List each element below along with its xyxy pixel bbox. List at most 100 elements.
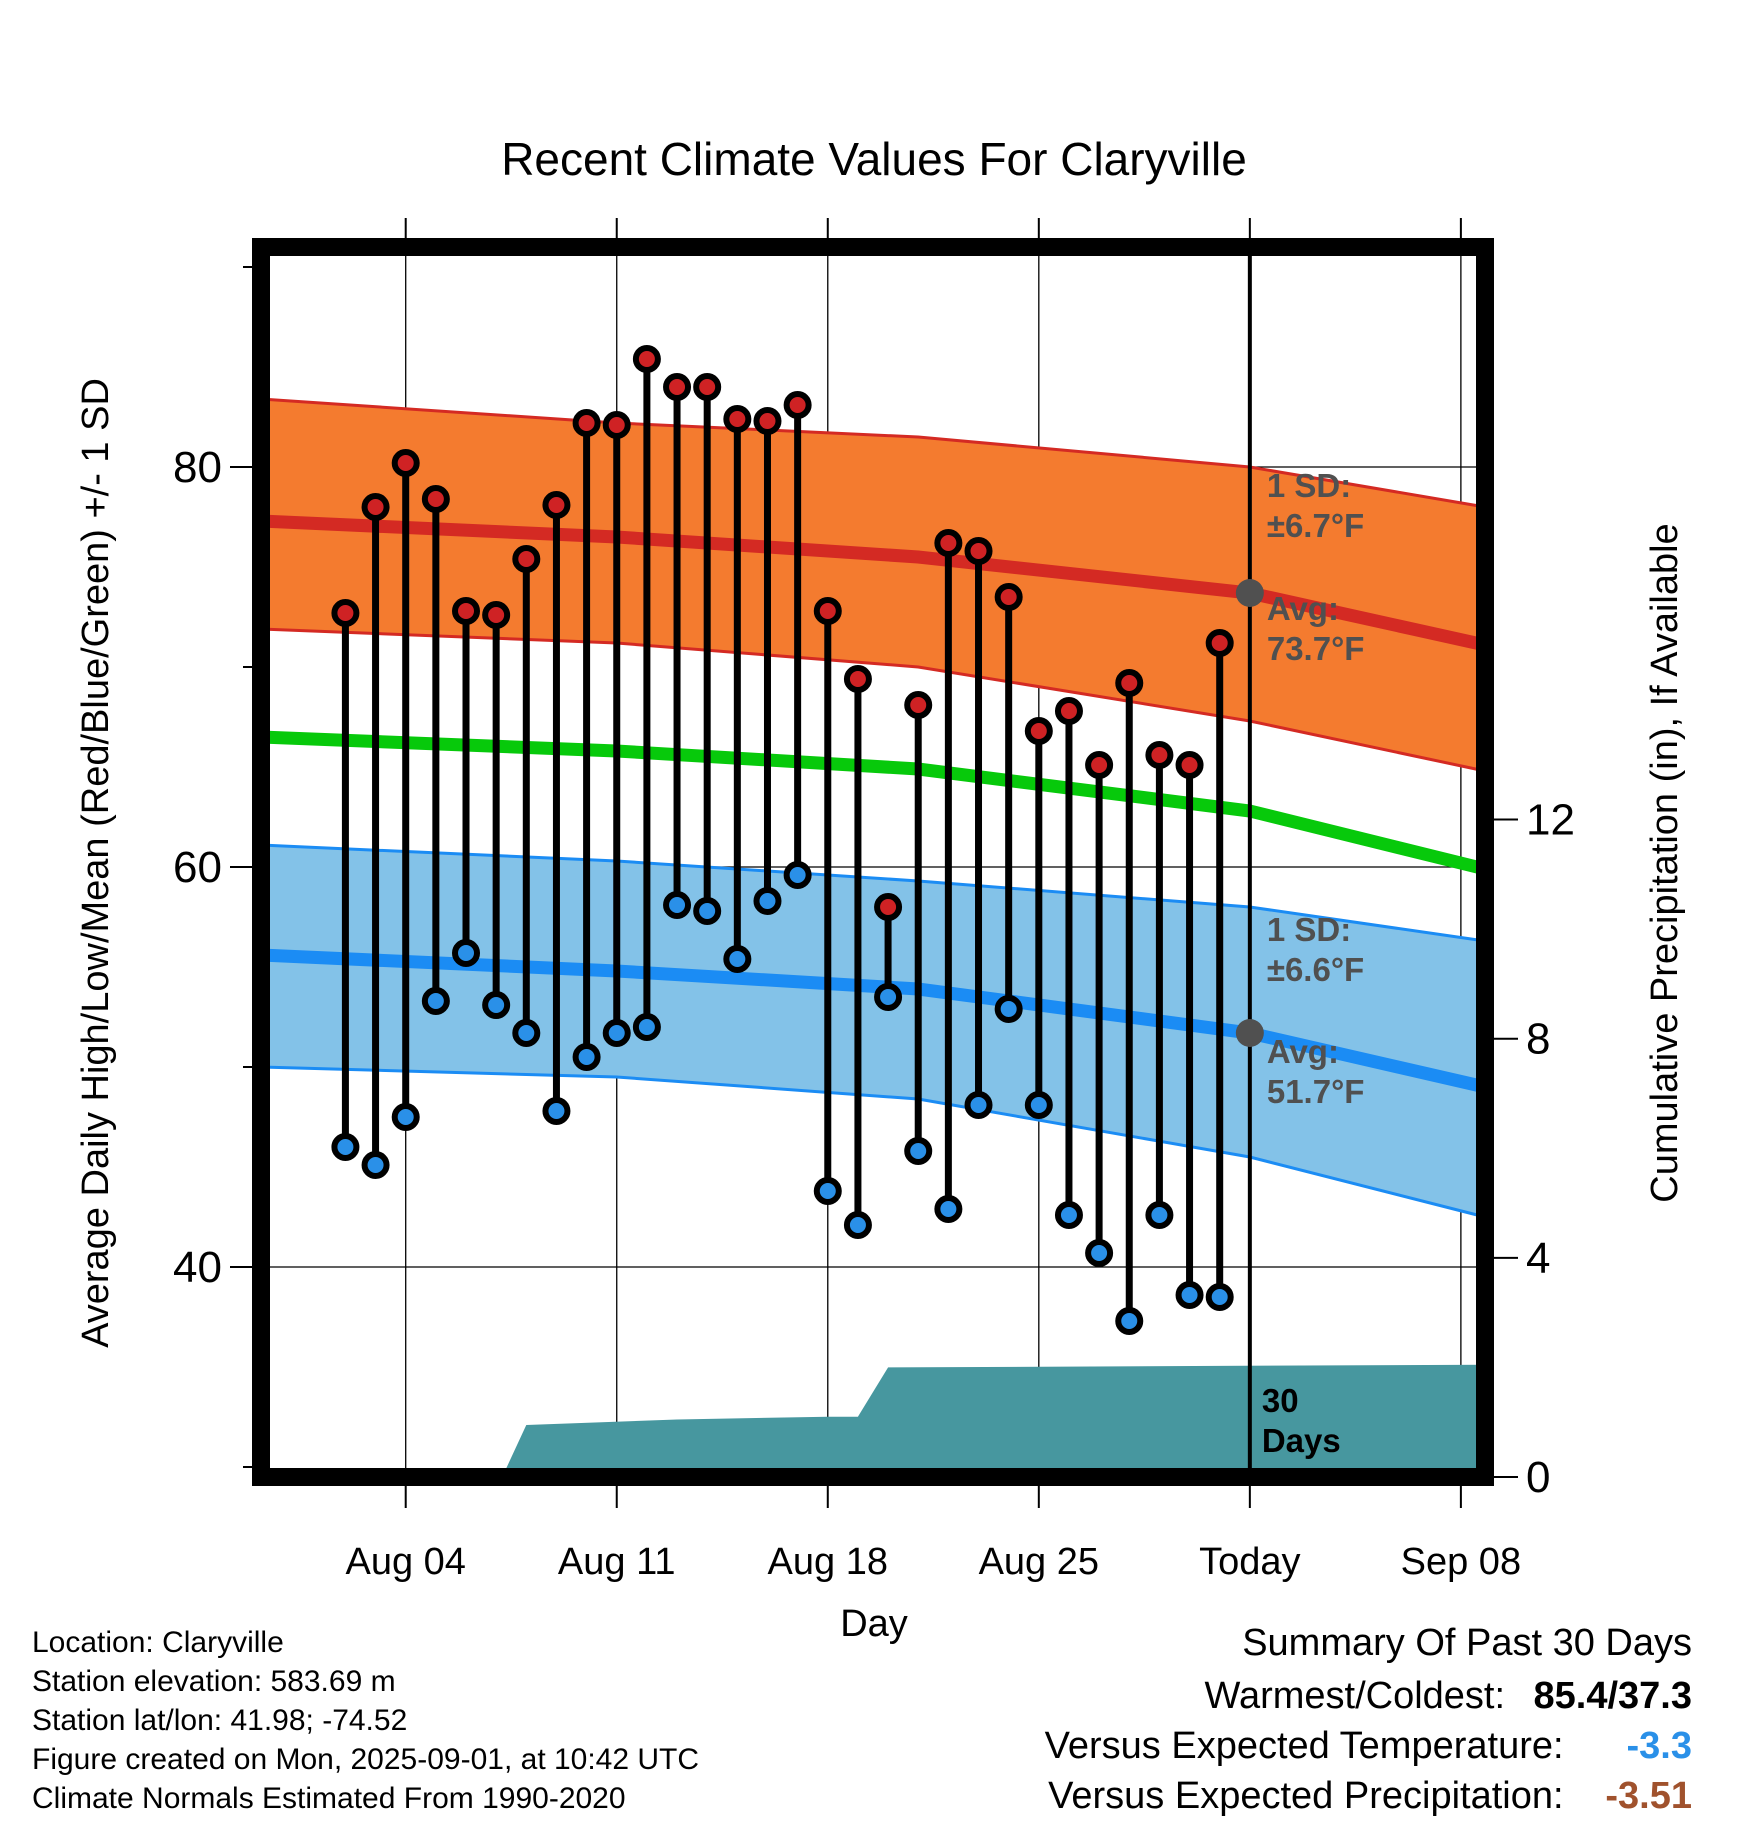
daily-low-point xyxy=(874,983,903,1011)
plot-area: 1 SD: ±6.7°F Avg: 73.7°F 1 SD: ±6.6°F Avg: 51.7… xyxy=(173,218,1575,1583)
daily-high-point xyxy=(783,391,812,419)
summary-heading: Summary Of Past 30 Days xyxy=(1242,1622,1692,1665)
daily-high-point xyxy=(482,601,511,629)
daily-high-point xyxy=(994,583,1023,611)
footer-created: Figure created on Mon, 2025-09-01, at 10… xyxy=(32,1743,700,1776)
daily-low-point xyxy=(934,1195,963,1223)
daily-low-point xyxy=(1205,1283,1234,1311)
daily-low-point xyxy=(843,1211,872,1239)
daily-high-point xyxy=(1085,751,1114,779)
y2-tick-label-0: 0 xyxy=(1526,1453,1550,1502)
warmest-coldest-value: 85.4/37.3 xyxy=(1533,1675,1692,1717)
daily-low-point xyxy=(753,887,782,915)
daily-high-point xyxy=(602,411,631,439)
daily-high-point xyxy=(1145,741,1174,769)
x-axis-label: Day xyxy=(840,1603,908,1645)
y2-axis-label: Cumulative Precipitation (in), If Availa… xyxy=(1644,523,1686,1202)
daily-high-point xyxy=(452,597,481,625)
today-high-avg-marker xyxy=(1235,579,1264,607)
daily-low-point xyxy=(1024,1091,1053,1119)
expected-temp-value: -3.3 xyxy=(1626,1725,1692,1767)
daily-high-point xyxy=(331,599,360,627)
daily-low-point xyxy=(813,1177,842,1205)
daily-high-point xyxy=(934,529,963,557)
daily-low-point xyxy=(572,1043,601,1071)
daily-low-point xyxy=(482,991,511,1019)
y-tick-label-0: 40 xyxy=(173,1243,222,1292)
daily-high-point xyxy=(572,409,601,437)
daily-low-point xyxy=(1115,1307,1144,1335)
daily-high-point xyxy=(1054,697,1083,725)
x-tick-label-1: Aug 11 xyxy=(558,1541,676,1583)
normal-mean-line xyxy=(260,730,1487,876)
daily-high-point xyxy=(632,345,661,373)
low-avg-annotation: Avg: 51.7°F xyxy=(1267,1033,1365,1110)
x-tick-label-2: Aug 18 xyxy=(768,1541,888,1583)
days-annotation: 30 Days xyxy=(1262,1382,1341,1459)
daily-high-point xyxy=(693,373,722,401)
x-tick-label-4: Today xyxy=(1199,1541,1300,1583)
plot-frame xyxy=(252,238,1494,1486)
daily-high-point xyxy=(391,449,420,477)
daily-low-point xyxy=(602,1019,631,1047)
expected-precip-label: Versus Expected Precipitation: xyxy=(1048,1775,1564,1817)
today-low-avg-marker xyxy=(1235,1019,1264,1047)
y2-tick-label-1: 4 xyxy=(1526,1234,1550,1283)
daily-low-point xyxy=(663,891,692,919)
daily-low-point xyxy=(783,861,812,889)
daily-low-point xyxy=(361,1151,390,1179)
daily-low-point xyxy=(512,1019,541,1047)
low-sd-band xyxy=(261,845,1485,1217)
daily-low-point xyxy=(331,1133,360,1161)
daily-low-point xyxy=(693,897,722,925)
footer-location: Location: Claryville xyxy=(32,1626,284,1659)
y2-tick-label-2: 8 xyxy=(1526,1015,1550,1064)
daily-high-point xyxy=(512,545,541,573)
normal-high-line xyxy=(260,514,1487,652)
daily-low-point xyxy=(1175,1281,1204,1309)
footer-normals: Climate Normals Estimated From 1990-2020 xyxy=(32,1782,626,1815)
daily-low-point xyxy=(1085,1239,1114,1267)
summary-temp-row: Versus Expected Temperature: -3.3 xyxy=(1045,1725,1692,1768)
daily-low-point xyxy=(1145,1201,1174,1229)
low-sd-annotation: 1 SD: ±6.6°F xyxy=(1267,911,1364,988)
chart-title: Recent Climate Values For Claryville xyxy=(501,133,1247,185)
summary-precip-row: Versus Expected Precipitation: -3.51 xyxy=(1048,1775,1692,1818)
daily-low-point xyxy=(723,945,752,973)
high-avg-annotation: Avg: 73.7°F xyxy=(1267,590,1365,667)
x-tick-label-5: Sep 08 xyxy=(1401,1541,1521,1583)
daily-high-point xyxy=(1115,669,1144,697)
daily-low-point xyxy=(391,1103,420,1131)
daily-high-point xyxy=(964,537,993,565)
y-tick-label-2: 80 xyxy=(173,443,222,492)
daily-high-point xyxy=(843,665,872,693)
daily-high-point xyxy=(542,491,571,519)
daily-low-point xyxy=(994,995,1023,1023)
footer-elevation: Station elevation: 583.69 m xyxy=(32,1665,396,1698)
daily-high-point xyxy=(663,373,692,401)
high-sd-band xyxy=(261,399,1485,771)
summary-heading-text: Summary Of Past 30 Days xyxy=(1242,1622,1692,1664)
daily-high-point xyxy=(1175,751,1204,779)
daily-low-point xyxy=(632,1013,661,1041)
x-tick-label-3: Aug 25 xyxy=(979,1541,1099,1583)
high-sd-annotation: 1 SD: ±6.7°F xyxy=(1267,467,1364,544)
daily-high-point xyxy=(753,407,782,435)
summary-warmest-row: Warmest/Coldest: 85.4/37.3 xyxy=(1205,1675,1693,1718)
daily-high-point xyxy=(361,493,390,521)
daily-low-point xyxy=(964,1091,993,1119)
expected-precip-value: -3.51 xyxy=(1605,1775,1692,1817)
daily-high-point xyxy=(874,893,903,921)
daily-high-point xyxy=(813,597,842,625)
daily-low-point xyxy=(542,1097,571,1125)
daily-low-point xyxy=(452,939,481,967)
x-tick-label-0: Aug 04 xyxy=(345,1541,465,1583)
expected-temp-label: Versus Expected Temperature: xyxy=(1044,1725,1564,1767)
y-tick-label-1: 60 xyxy=(173,843,222,892)
daily-high-point xyxy=(1024,717,1053,745)
y2-tick-label-3: 12 xyxy=(1526,796,1575,845)
footer-latlon: Station lat/lon: 41.98; -74.52 xyxy=(32,1704,408,1737)
daily-high-point xyxy=(904,691,933,719)
daily-low-point xyxy=(904,1137,933,1165)
daily-high-point xyxy=(1205,629,1234,657)
